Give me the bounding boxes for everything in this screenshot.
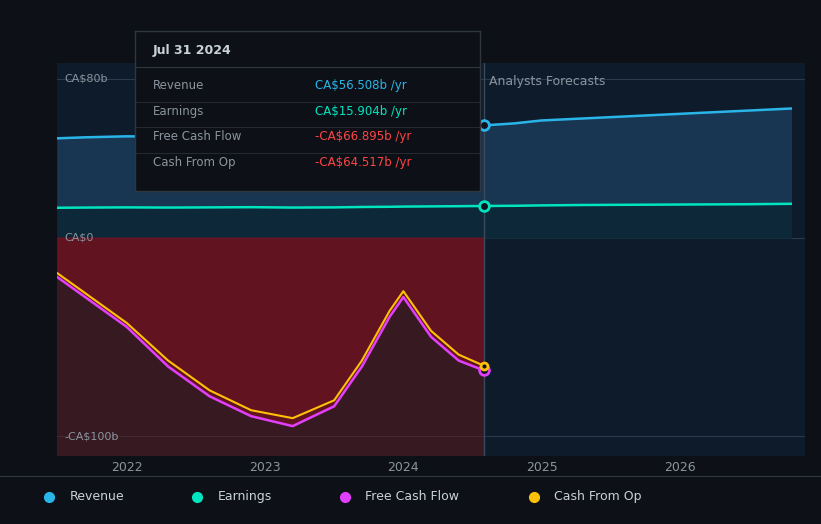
Text: -CA$100b: -CA$100b: [64, 431, 119, 441]
Text: CA$56.508b /yr: CA$56.508b /yr: [314, 79, 406, 92]
Text: Cash From Op: Cash From Op: [554, 490, 642, 503]
Text: CA$0: CA$0: [64, 233, 94, 243]
Text: Past: Past: [447, 75, 478, 88]
Text: -CA$66.895b /yr: -CA$66.895b /yr: [314, 130, 411, 144]
Text: Earnings: Earnings: [218, 490, 272, 503]
Text: Analysts Forecasts: Analysts Forecasts: [489, 75, 606, 88]
Bar: [57, 237, 484, 456]
Text: Earnings: Earnings: [153, 105, 204, 118]
Text: Cash From Op: Cash From Op: [153, 156, 235, 169]
Text: -CA$64.517b /yr: -CA$64.517b /yr: [314, 156, 411, 169]
Text: CA$15.904b /yr: CA$15.904b /yr: [314, 105, 406, 118]
Text: Revenue: Revenue: [153, 79, 204, 92]
Text: Revenue: Revenue: [70, 490, 125, 503]
Text: Free Cash Flow: Free Cash Flow: [153, 130, 241, 144]
Text: Jul 31 2024: Jul 31 2024: [153, 44, 232, 57]
Text: Free Cash Flow: Free Cash Flow: [365, 490, 459, 503]
Text: CA$80b: CA$80b: [64, 74, 108, 84]
